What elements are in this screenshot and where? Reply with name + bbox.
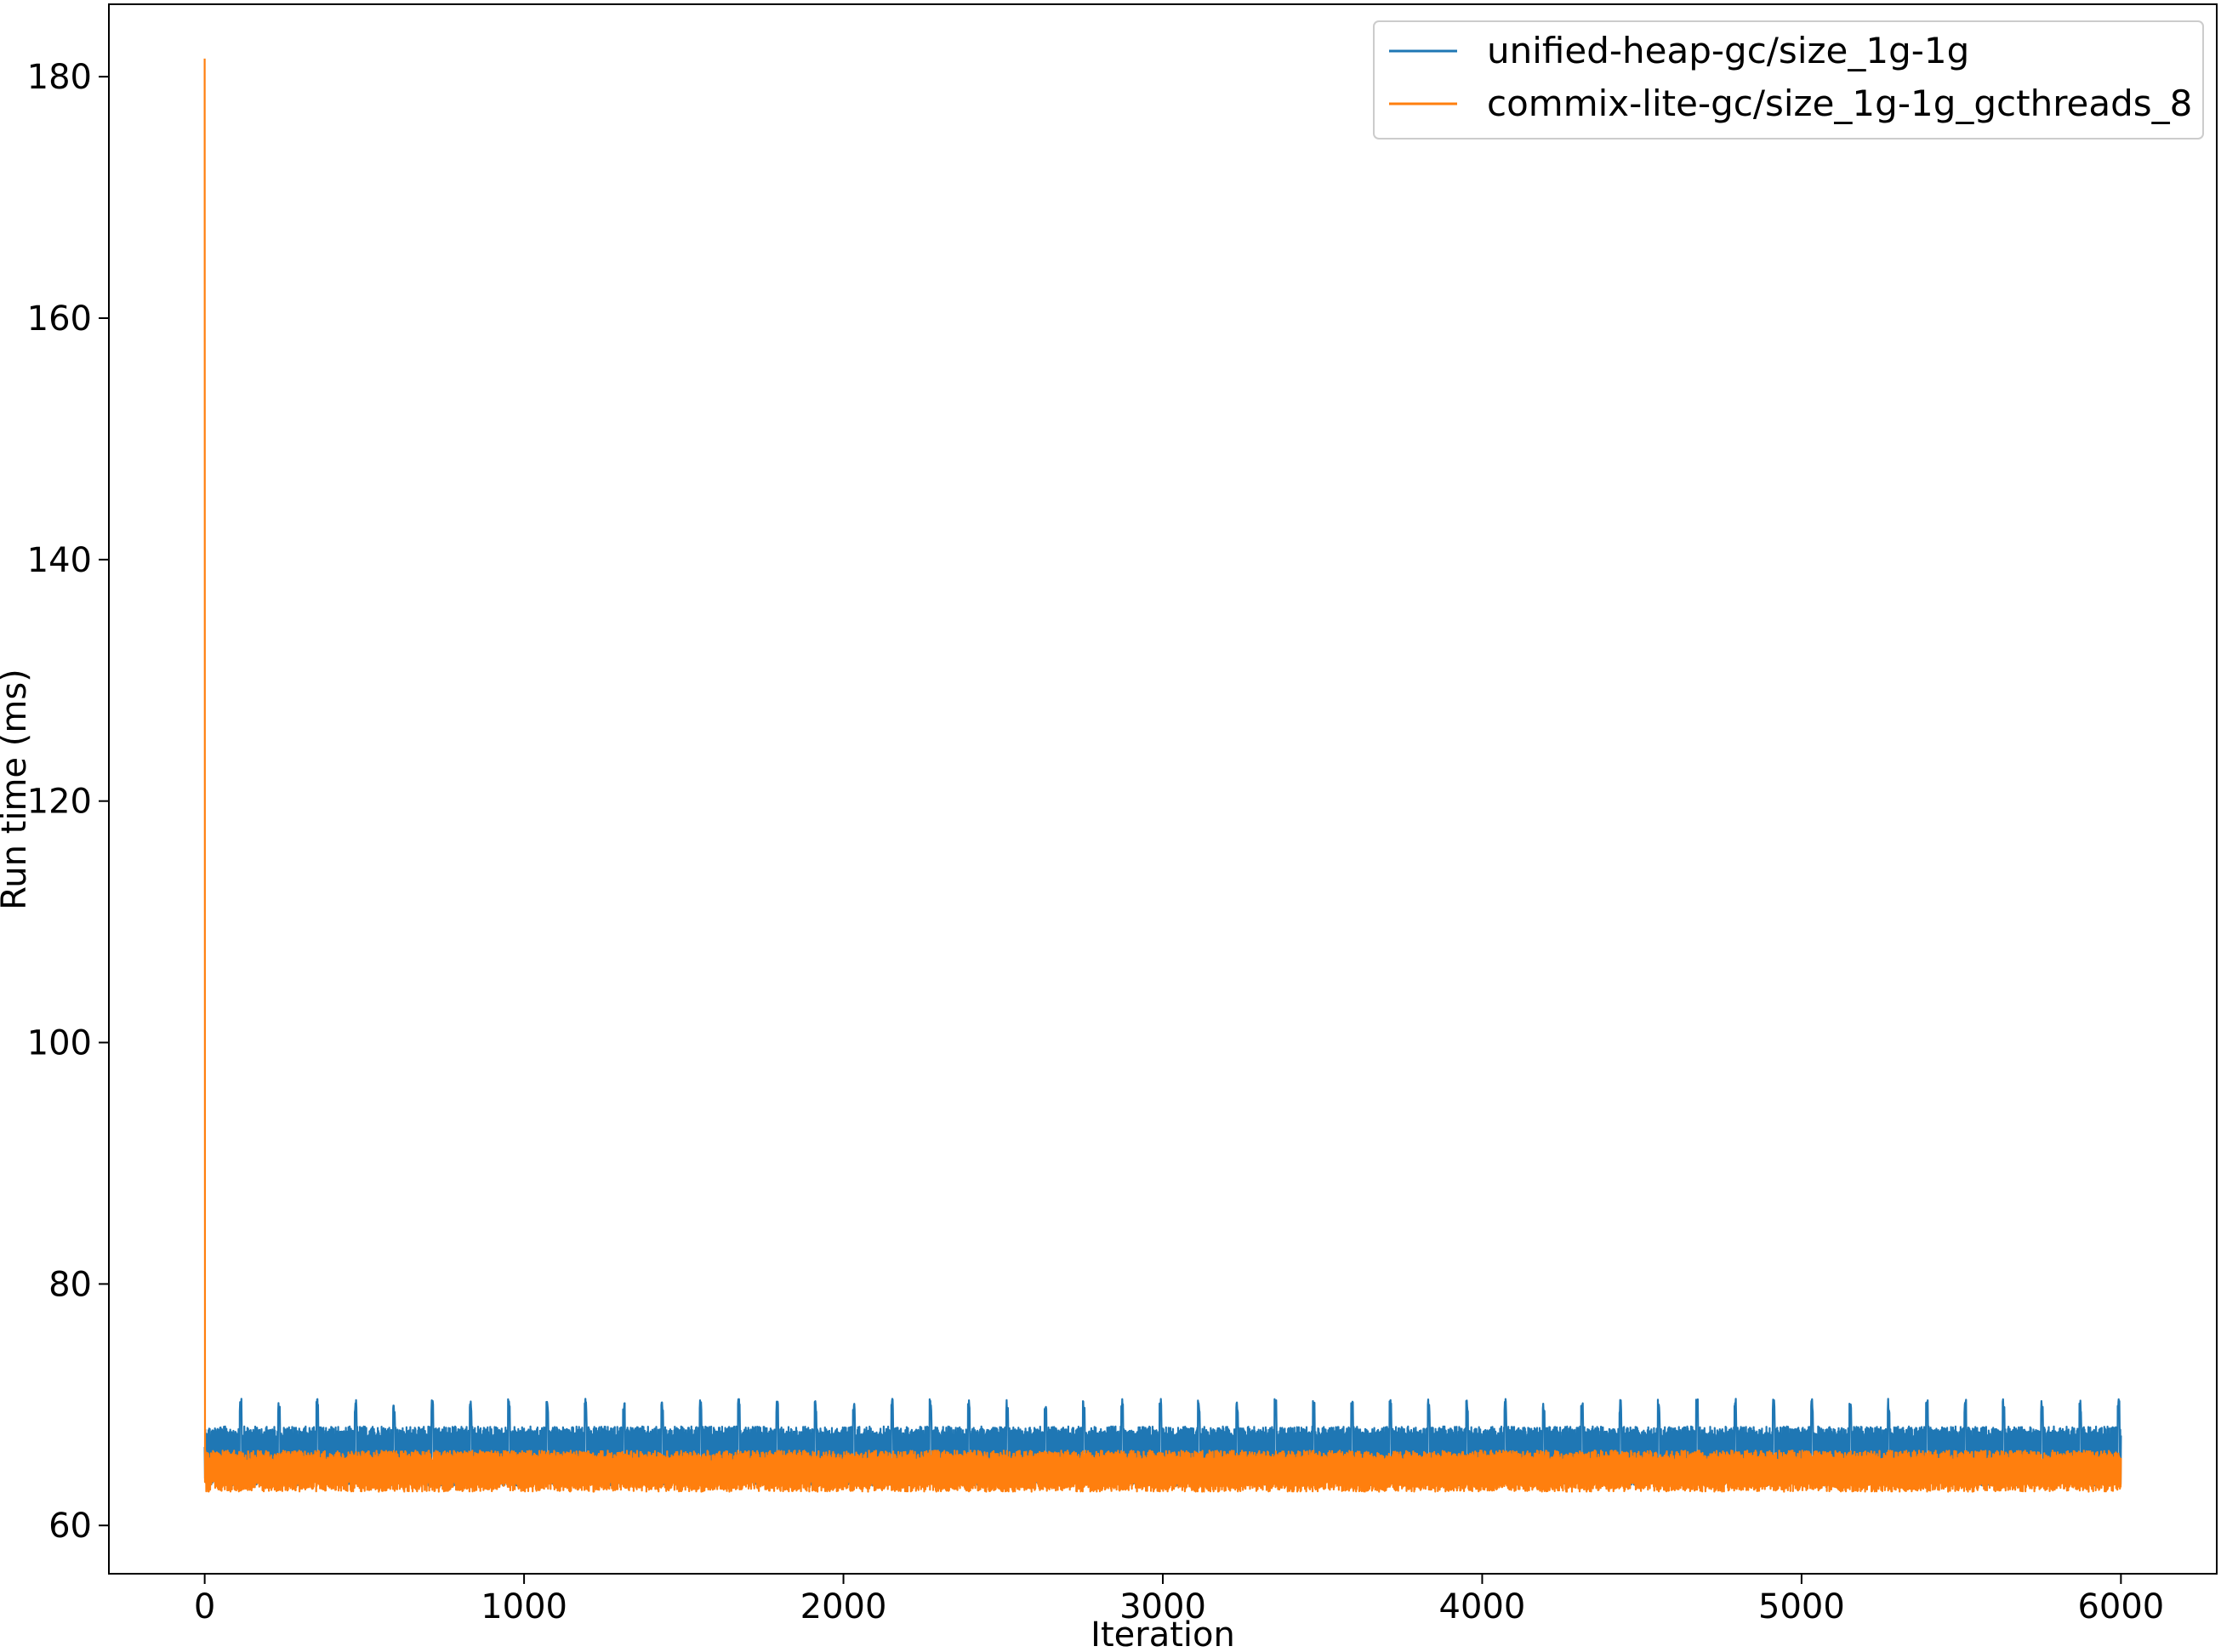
y-tick-label: 100 xyxy=(27,1024,92,1063)
x-tick-label: 2000 xyxy=(800,1587,887,1626)
series-layer xyxy=(203,58,2122,1493)
y-tick-label: 60 xyxy=(48,1507,92,1546)
legend-label-commix-lite: commix-lite-gc/size_1g-1g_gcthreads_8 xyxy=(1487,83,2192,124)
y-axis-label: Run time (ms) xyxy=(0,669,34,910)
y-tick-label: 140 xyxy=(27,541,92,580)
series-unified-heap-line xyxy=(203,1398,2122,1487)
x-tick-label: 5000 xyxy=(1758,1587,1845,1626)
y-tick-label: 180 xyxy=(27,58,92,97)
x-tick-label: 0 xyxy=(194,1587,215,1626)
x-tick-label: 1000 xyxy=(481,1587,567,1626)
x-tick-label: 3000 xyxy=(1119,1587,1206,1626)
y-axis: 60 80 100 120 140 160 180 xyxy=(27,58,109,1546)
x-tick-label: 6000 xyxy=(2077,1587,2164,1626)
legend-box xyxy=(1373,20,2204,140)
y-tick-label: 120 xyxy=(27,783,92,822)
x-axis-label: Iteration xyxy=(1091,1615,1235,1652)
legend-label-unified-heap: unified-heap-gc/size_1g-1g xyxy=(1487,30,1969,71)
legend: unified-heap-gc/size_1g-1g commix-lite-g… xyxy=(1373,20,2204,140)
y-tick-label: 80 xyxy=(48,1265,92,1304)
x-tick-label: 4000 xyxy=(1439,1587,1526,1626)
x-axis: 0 1000 2000 3000 4000 5000 6000 xyxy=(194,1574,2164,1626)
y-tick-label: 160 xyxy=(27,299,92,339)
series-commix-lite-line xyxy=(203,58,2122,1493)
